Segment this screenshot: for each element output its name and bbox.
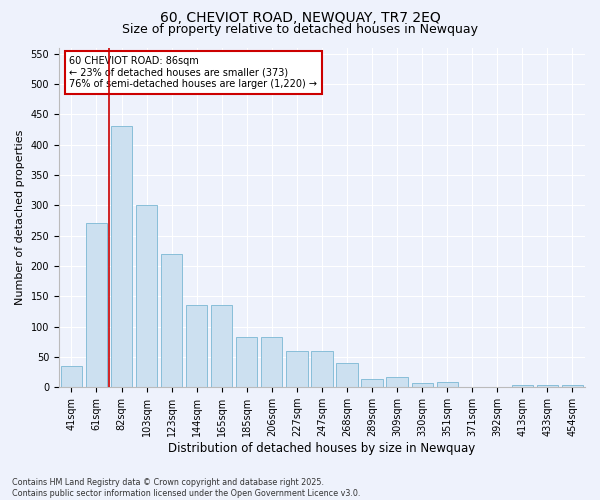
Bar [562,386,583,387]
Bar [61,366,82,387]
Bar [537,385,558,387]
Bar [512,385,533,387]
Bar [311,351,332,387]
Bar [361,380,383,387]
Bar [86,224,107,387]
Text: Contains HM Land Registry data © Crown copyright and database right 2025.
Contai: Contains HM Land Registry data © Crown c… [12,478,361,498]
Bar [111,126,132,387]
Bar [161,254,182,387]
Text: 60, CHEVIOT ROAD, NEWQUAY, TR7 2EQ: 60, CHEVIOT ROAD, NEWQUAY, TR7 2EQ [160,11,440,25]
Bar [412,383,433,387]
Bar [236,337,257,387]
Text: 60 CHEVIOT ROAD: 86sqm
← 23% of detached houses are smaller (373)
76% of semi-de: 60 CHEVIOT ROAD: 86sqm ← 23% of detached… [70,56,317,89]
Bar [186,306,208,387]
X-axis label: Distribution of detached houses by size in Newquay: Distribution of detached houses by size … [169,442,476,455]
Bar [136,205,157,387]
Y-axis label: Number of detached properties: Number of detached properties [15,130,25,305]
Bar [211,306,232,387]
Bar [261,337,283,387]
Bar [386,377,408,387]
Bar [337,363,358,387]
Bar [286,351,308,387]
Bar [437,382,458,387]
Text: Size of property relative to detached houses in Newquay: Size of property relative to detached ho… [122,22,478,36]
